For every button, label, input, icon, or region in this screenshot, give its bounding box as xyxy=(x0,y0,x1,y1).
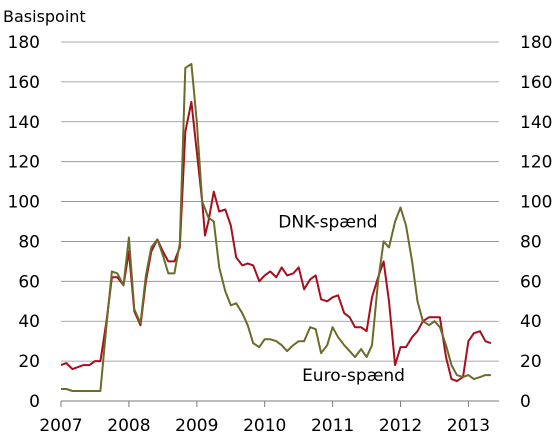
y-tick-label-left-40: 40 xyxy=(18,312,40,332)
y-tick-label-right-60: 60 xyxy=(520,272,542,292)
y-tick-label-left-20: 20 xyxy=(18,352,40,372)
y-tick-label-left-160: 160 xyxy=(8,73,40,93)
x-tick-label-2011: 2011 xyxy=(311,416,354,436)
y-tick-label-right-20: 20 xyxy=(520,352,542,372)
tick-labels: 0 0 20 20 40 40 60 60 80 80 100 100 120 120 140 140 160 1… xyxy=(8,33,553,436)
y-axis-unit-label: Basispoint xyxy=(3,7,86,26)
y-tick-label-left-140: 140 xyxy=(8,113,40,133)
series-label-euro: Euro-spænd xyxy=(302,366,405,386)
series-annotations: DNK-spænd Euro-spænd xyxy=(278,212,405,386)
y-tick-label-left-60: 60 xyxy=(18,272,40,292)
y-tick-label-right-120: 120 xyxy=(520,153,552,173)
y-tick-label-right-100: 100 xyxy=(520,193,552,213)
y-tick-label-right-180: 180 xyxy=(520,33,552,53)
gridlines xyxy=(61,41,499,362)
y-tick-label-left-0: 0 xyxy=(29,392,40,412)
y-tick-label-left-100: 100 xyxy=(8,193,40,213)
x-tick-label-2012: 2012 xyxy=(379,416,422,436)
series-label-dnk: DNK-spænd xyxy=(278,212,377,232)
series-line-euro xyxy=(61,62,491,392)
y-tick-label-right-40: 40 xyxy=(520,312,542,332)
x-tick-label-2009: 2009 xyxy=(175,416,218,436)
series-lines xyxy=(60,62,492,392)
x-tick-label-2008: 2008 xyxy=(107,416,150,436)
y-tick-label-right-80: 80 xyxy=(520,232,542,252)
y-tick-label-left-180: 180 xyxy=(8,33,40,53)
axes xyxy=(60,400,499,407)
y-tick-label-right-140: 140 xyxy=(520,113,552,133)
x-tick-label-2010: 2010 xyxy=(243,416,286,436)
x-tick-label-2007: 2007 xyxy=(39,416,82,436)
y-tick-label-left-120: 120 xyxy=(8,153,40,173)
x-tick-label-2013: 2013 xyxy=(447,416,490,436)
y-tick-label-left-80: 80 xyxy=(18,232,40,252)
y-tick-label-right-0: 0 xyxy=(520,392,531,412)
y-tick-label-right-160: 160 xyxy=(520,73,552,93)
